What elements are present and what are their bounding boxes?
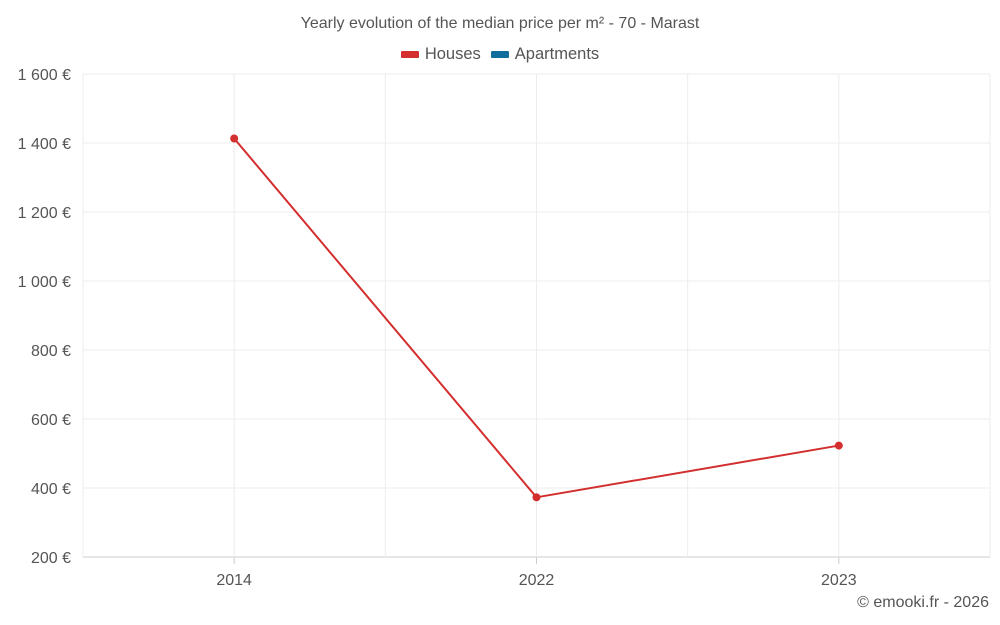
legend-swatch-apartments [490,51,509,58]
y-tick-label: 1 200 € [18,205,71,222]
y-tick-label: 1 400 € [18,136,71,153]
y-tick-label: 400 € [31,481,71,498]
x-tick-label: 2023 [821,572,857,589]
y-tick-label: 200 € [31,550,71,567]
credit-text: © emooki.fr - 2026 [857,594,989,611]
legend-swatch-houses [400,51,419,58]
x-tick-label: 2014 [216,572,252,589]
y-tick-label: 800 € [31,343,71,360]
legend-item-apartments[interactable]: Apartments [490,45,600,64]
data-point-houses [230,134,239,143]
x-tick-label: 2022 [519,572,555,589]
y-tick-label: 600 € [31,412,71,429]
y-tick-label: 1 600 € [18,67,71,84]
data-point-houses [532,493,541,502]
legend-label-apartments: Apartments [514,45,600,63]
legend-item-houses[interactable]: Houses [400,45,481,64]
chart-title: Yearly evolution of the median price per… [300,15,700,32]
data-point-houses [834,441,843,450]
y-tick-label: 1 000 € [18,274,71,291]
legend: Houses Apartments [0,45,1000,64]
legend-label-houses: Houses [424,45,481,63]
